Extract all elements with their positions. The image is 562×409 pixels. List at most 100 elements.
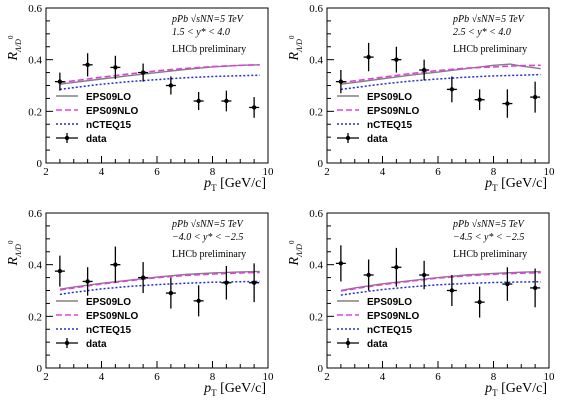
y-axis-label: RΛ/D0 <box>6 35 23 61</box>
x-tick-label: 10 <box>544 166 556 178</box>
legend-marker-data-point <box>64 135 70 141</box>
data-point <box>449 87 455 92</box>
annotation-lhcb: LHCb preliminary <box>453 249 527 260</box>
annotation-rapidity: −4.0 < y* < −2.5 <box>172 232 243 243</box>
legend-label-ncteq15: nCTEQ15 <box>86 325 131 336</box>
y-tick-label: 0.4 <box>28 55 42 67</box>
data-point <box>113 65 118 70</box>
series-line-ncteq15 <box>340 280 541 296</box>
x-tick-label: 10 <box>544 371 556 383</box>
series-line-eps09nlo <box>340 271 541 292</box>
data-point <box>57 79 63 84</box>
legend-label-eps09lo: EPS09LO <box>367 297 412 308</box>
chart-panel-4: 2 4 6 8 10 0 0.2 0.4 0.6 pT [GeV/c] RΛ/D0 pPb √sNN=… <box>287 208 555 398</box>
legend-label-data: data <box>86 339 107 350</box>
data-point <box>421 67 427 73</box>
x-tick-label: 6 <box>154 166 160 178</box>
data-point <box>168 83 174 88</box>
x-tick-label: 8 <box>491 371 497 383</box>
data-point <box>113 262 118 267</box>
series-line-ncteq15 <box>340 73 541 91</box>
data-point <box>532 285 538 291</box>
legend-label-ncteq15: nCTEQ15 <box>367 325 412 336</box>
annotation-rapidity: 2.5 < y* < 4.0 <box>453 27 511 38</box>
series-line-ncteq15 <box>59 74 260 91</box>
x-axis-label: pT [GeV/c] <box>484 381 547 398</box>
x-tick-label: 6 <box>435 371 441 383</box>
data-point <box>421 272 427 278</box>
y-tick-label: 0.6 <box>28 3 42 15</box>
legend-label-eps09lo: EPS09LO <box>86 92 131 103</box>
x-axis-label: pT [GeV/c] <box>203 176 266 193</box>
data-point <box>196 98 201 104</box>
data-point <box>477 97 482 102</box>
annotation-collision: pPb √sNN=5 TeV <box>171 219 245 230</box>
annotation-lhcb: LHCb preliminary <box>172 249 246 260</box>
data-point <box>394 57 399 62</box>
y-tick-label: 0 <box>318 158 324 170</box>
x-tick-label: 8 <box>210 166 216 178</box>
y-tick-label: 0.4 <box>309 260 323 272</box>
data-point <box>224 280 229 285</box>
data-point <box>449 288 455 293</box>
plot-frame <box>45 7 269 164</box>
y-tick-label: 0.2 <box>309 106 323 118</box>
annotation-rapidity: −4.5 < y* < −2.5 <box>453 232 524 243</box>
legend-label-eps09nlo: EPS09NLO <box>86 106 138 117</box>
series-line-eps09nlo <box>59 64 260 84</box>
chart-panel-2: 2 4 6 8 10 0 0.2 0.4 0.6 pT [GeV/c] RΛ/D0 pPb √sNN=… <box>287 3 555 193</box>
data-point <box>196 298 201 304</box>
data-point <box>366 272 371 278</box>
data-point <box>85 279 90 284</box>
y-tick-label: 0.6 <box>309 3 323 15</box>
x-tick-label: 4 <box>99 166 105 178</box>
series-line-eps09nlo <box>59 271 260 291</box>
legend-label-data: data <box>367 134 388 145</box>
data-point <box>505 281 510 287</box>
x-tick-label: 6 <box>154 371 160 383</box>
annotation-rapidity: 1.5 < y* < 4.0 <box>172 27 230 38</box>
annotation-lhcb: LHCb preliminary <box>172 44 246 55</box>
y-axis-label: RΛ/D0 <box>287 240 304 266</box>
x-tick-label: 10 <box>263 371 275 383</box>
y-tick-label: 0.2 <box>309 311 323 323</box>
legend-label-ncteq15: nCTEQ15 <box>367 120 412 131</box>
legend-label-eps09nlo: EPS09NLO <box>367 311 419 322</box>
chart-panel-1: 2 4 6 8 10 0 0.2 0.4 0.6 pT [GeV/c] RΛ/D0 pPb √sNN=… <box>6 3 274 193</box>
data-point <box>366 54 371 60</box>
data-point <box>57 268 63 274</box>
y-tick-label: 0.6 <box>309 208 323 220</box>
series-line-eps09lo <box>59 64 260 85</box>
chart-panel-3: 2 4 6 8 10 0 0.2 0.4 0.6 pT [GeV/c] RΛ/D0 pPb √sNN=… <box>6 208 274 398</box>
legend-marker-data-point <box>64 340 70 346</box>
legend-label-eps09nlo: EPS09NLO <box>86 311 138 322</box>
series-line-ncteq15 <box>59 280 260 296</box>
data-point <box>251 105 257 110</box>
annotation-collision: pPb √sNN=5 TeV <box>452 14 526 25</box>
x-tick-label: 2 <box>43 371 49 383</box>
data-point <box>85 62 90 68</box>
x-tick-label: 4 <box>380 371 386 383</box>
data-point <box>338 79 344 84</box>
y-tick-label: 0 <box>37 363 43 375</box>
x-axis-label: pT [GeV/c] <box>203 381 266 398</box>
data-point <box>338 261 344 266</box>
y-axis-label: RΛ/D0 <box>6 240 23 266</box>
legend-marker-data-point <box>345 135 351 141</box>
legend-label-data: data <box>86 134 107 145</box>
x-tick-label: 2 <box>43 166 49 178</box>
annotation-collision: pPb √sNN=5 TeV <box>171 14 245 25</box>
legend-marker-data-point <box>345 340 351 346</box>
x-tick-label: 4 <box>380 166 386 178</box>
legend-label-eps09nlo: EPS09NLO <box>367 106 419 117</box>
legend-label-data: data <box>367 339 388 350</box>
y-tick-label: 0.2 <box>28 106 42 118</box>
series-line-eps09lo <box>59 270 260 290</box>
data-point <box>251 280 257 285</box>
y-tick-label: 0.2 <box>28 311 42 323</box>
data-point <box>224 98 229 104</box>
series-line-eps09nlo <box>340 64 541 84</box>
y-axis-label: RΛ/D0 <box>287 35 304 61</box>
plot-frame <box>326 7 550 164</box>
